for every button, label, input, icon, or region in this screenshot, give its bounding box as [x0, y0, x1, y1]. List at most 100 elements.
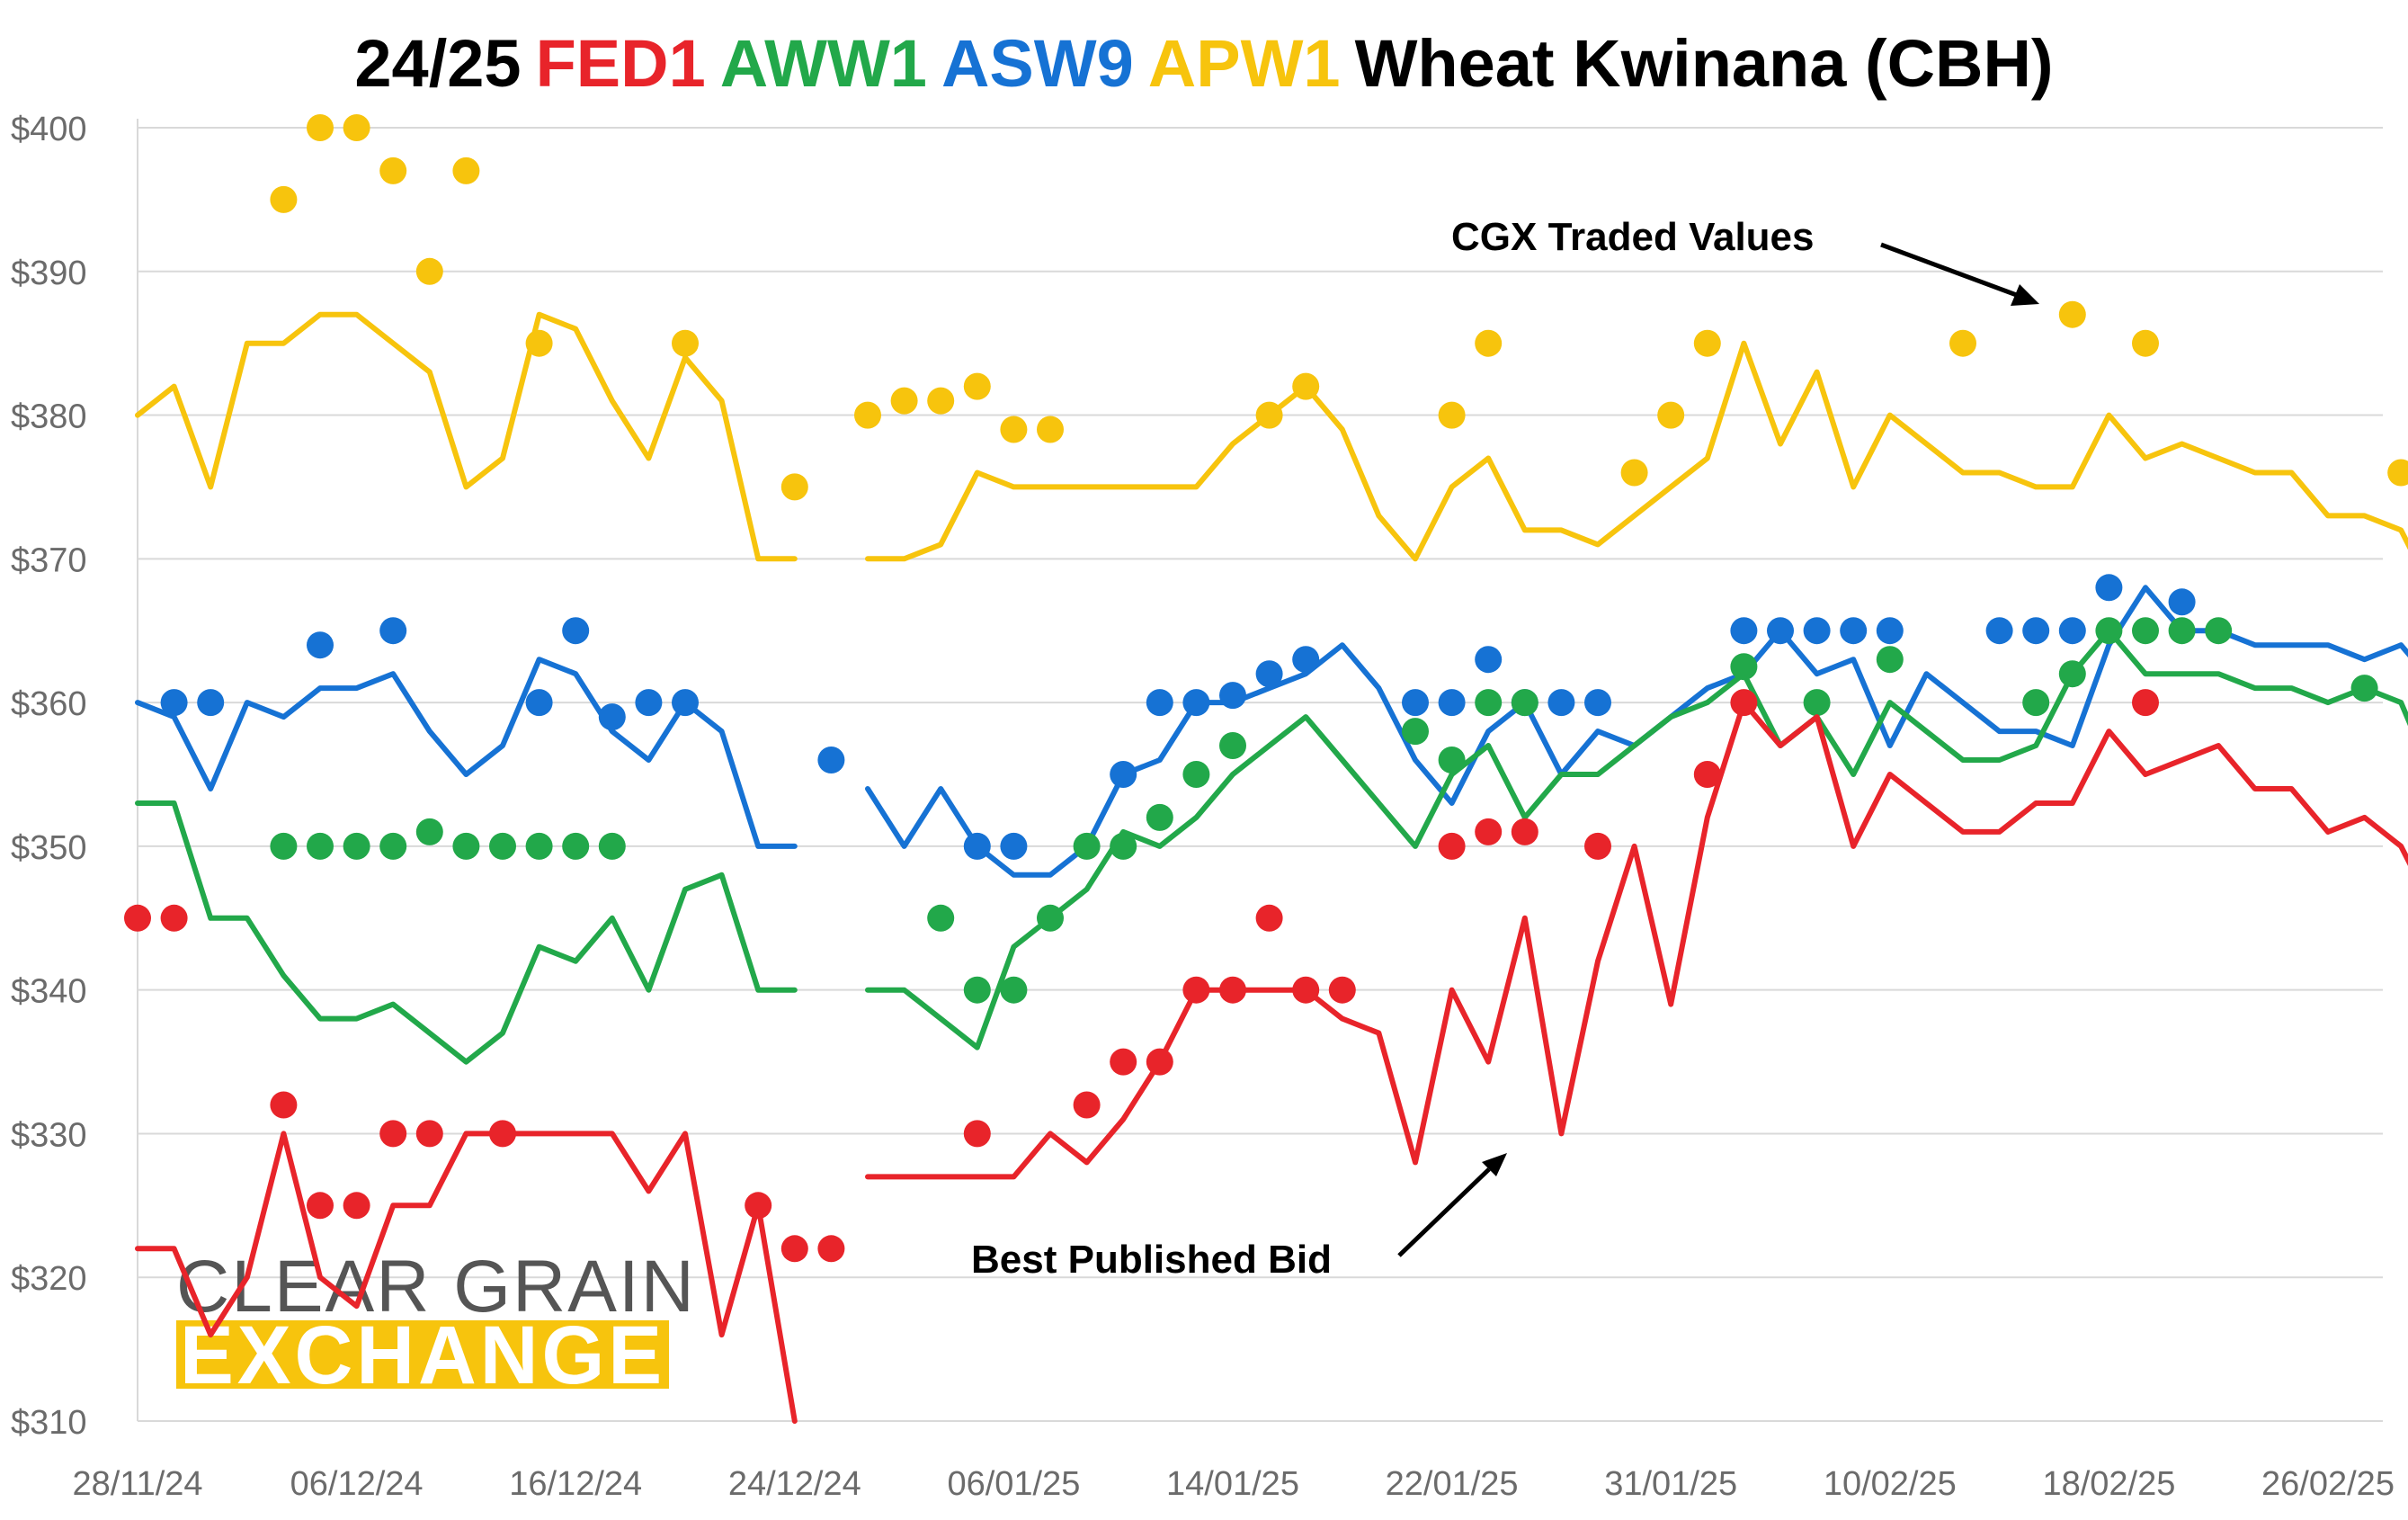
aww1-traded-point [2058, 660, 2086, 688]
asw9-traded-point [307, 631, 334, 659]
apw1-bid-line [865, 340, 2408, 562]
title-asw9: ASW9 [941, 26, 1134, 101]
asw9-traded-point [1146, 689, 1173, 717]
asw9-traded-point [1547, 689, 1575, 717]
aww1-traded-point [415, 818, 443, 845]
x-tick-label: 14/01/25 [1166, 1465, 1299, 1503]
apw1-bid-line [135, 311, 798, 562]
x-tick-label: 06/01/25 [947, 1465, 1080, 1503]
aww1-traded-point [452, 832, 480, 860]
asw9-traded-point [525, 689, 553, 717]
apw1-traded-point [1255, 401, 1283, 429]
aww1-traded-point [270, 832, 298, 860]
fed1-traded-point [2132, 689, 2159, 717]
asw9-traded-point [1000, 832, 1028, 860]
apw1-traded-point [525, 329, 553, 357]
aww1-traded-point [2350, 675, 2378, 702]
x-tick-label: 10/02/25 [1824, 1465, 1957, 1503]
fed1-traded-point [415, 1120, 443, 1148]
title-fed1: FED1 [535, 26, 706, 101]
fed1-traded-point [1328, 976, 1356, 1004]
asw9-traded-point [1985, 617, 2013, 645]
title-aww1: AWW1 [719, 26, 927, 101]
apw1-traded-point [1438, 401, 1466, 429]
asw9-traded-point [598, 703, 626, 731]
aww1-traded-point [598, 832, 626, 860]
fed1-traded-point [1110, 1048, 1137, 1076]
asw9-traded-point [2022, 617, 2050, 645]
aww1-traded-point [2022, 689, 2050, 717]
apw1-traded-point [1475, 329, 1503, 357]
asw9-traded-point [1219, 682, 1246, 710]
asw9-traded-point [1803, 617, 1831, 645]
asw9-traded-point [1402, 689, 1429, 717]
apw1-traded-point [2058, 300, 2086, 328]
aww1-traded-point [307, 832, 334, 860]
aww1-traded-point [562, 832, 590, 860]
asw9-traded-point [817, 747, 845, 773]
aww1-traded-point [1511, 689, 1538, 717]
clear-grain-exchange-logo: CLEAR GRAIN EXCHANGE [176, 1246, 696, 1401]
fed1-traded-point [1693, 761, 1721, 788]
logo-banner [176, 1320, 669, 1389]
asw9-traded-point [1475, 646, 1503, 674]
fed1-bid-line [865, 700, 2408, 1180]
aww1-traded-point [1402, 718, 1429, 746]
apw1-traded-point [2387, 459, 2408, 487]
aww1-bid-line [135, 800, 798, 1065]
asw9-traded-point [2095, 574, 2123, 602]
apw1-traded-point [270, 185, 298, 213]
logo-line2: EXCHANGE [180, 1310, 665, 1401]
series-apw1 [135, 114, 2408, 562]
aww1-traded-point [1110, 832, 1137, 860]
asw9-traded-point [1730, 617, 1758, 645]
fed1-traded-point [307, 1192, 334, 1220]
chart-title: 24/25 FED1 AWW1 ASW9 APW1 Wheat Kwinana (CBH) [0, 25, 2408, 102]
asw9-traded-point [379, 617, 407, 645]
aww1-traded-point [525, 832, 553, 860]
y-tick-label: $400 [11, 111, 87, 148]
aww1-traded-point [2205, 617, 2233, 645]
series-asw9 [135, 574, 2408, 878]
aww1-traded-point [927, 904, 955, 932]
y-tick-label: $350 [11, 829, 87, 867]
annotation-traded-arrowhead [2011, 284, 2039, 306]
fed1-traded-point [1146, 1048, 1173, 1076]
apw1-traded-point [927, 387, 955, 415]
fed1-traded-point [1511, 818, 1538, 845]
aww1-traded-point [1876, 646, 1904, 674]
asw9-traded-point [562, 617, 590, 645]
asw9-traded-point [1876, 617, 1904, 645]
apw1-traded-point [1000, 416, 1028, 443]
asw9-traded-point [1182, 689, 1210, 717]
annotations: CGX Traded Values Best Published Bid [971, 215, 2039, 1282]
asw9-bid-line [135, 657, 798, 849]
fed1-traded-point [1730, 689, 1758, 717]
aww1-traded-point [1000, 976, 1028, 1004]
logo-line1: CLEAR GRAIN [176, 1246, 696, 1328]
aww1-traded-point [2168, 617, 2196, 645]
apw1-traded-point [1620, 459, 1648, 487]
asw9-traded-point [197, 689, 225, 717]
x-tick-label: 24/12/24 [728, 1465, 861, 1503]
x-tick-label: 31/01/25 [1604, 1465, 1737, 1503]
aww1-traded-point [1182, 761, 1210, 788]
fed1-traded-point [817, 1235, 845, 1263]
apw1-traded-point [672, 329, 699, 357]
aww1-traded-point [1037, 904, 1064, 932]
asw9-traded-point [2168, 588, 2196, 616]
apw1-traded-point [1949, 329, 1976, 357]
fed1-traded-point [1475, 818, 1503, 845]
aww1-traded-point [1438, 747, 1466, 773]
fed1-traded-point [1182, 976, 1210, 1004]
apw1-traded-point [307, 114, 334, 141]
asw9-traded-point [1292, 646, 1320, 674]
fed1-traded-point [1219, 976, 1246, 1004]
apw1-traded-point [854, 401, 881, 429]
apw1-traded-point [1292, 372, 1320, 400]
asw9-traded-point [160, 689, 188, 717]
annotation-traded-arrow [1880, 242, 2022, 300]
fed1-bid-line [135, 1131, 798, 1424]
x-tick-label: 06/12/24 [290, 1465, 424, 1503]
